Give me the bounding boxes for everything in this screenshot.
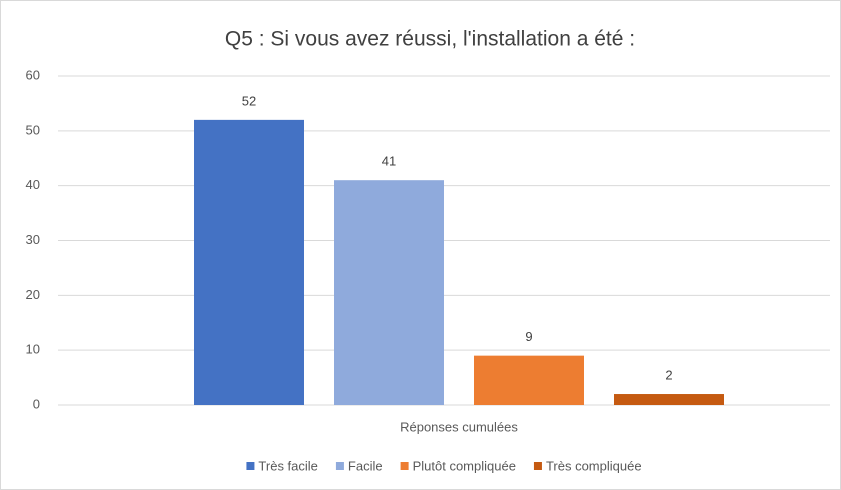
legend-label: Très facile [258, 458, 317, 473]
legend-swatch [335, 462, 344, 470]
legend-swatch [400, 462, 409, 470]
y-tick-label: 40 [26, 177, 40, 192]
y-tick-label: 10 [26, 342, 40, 357]
y-tick-label: 30 [26, 232, 40, 247]
y-tick-label: 60 [26, 67, 40, 82]
bar [194, 119, 304, 405]
bar [334, 180, 444, 405]
legend-swatch [533, 462, 542, 470]
bar [474, 355, 584, 405]
data-label: 2 [665, 367, 672, 382]
y-tick-label: 50 [26, 122, 40, 137]
legend-label: Très compliquée [546, 458, 642, 473]
legend-label: Facile [348, 458, 383, 473]
data-label: 9 [525, 329, 532, 344]
x-tick-label: Réponses cumulées [400, 419, 518, 434]
y-tick-label: 20 [26, 287, 40, 302]
chart-title: Q5 : Si vous avez réussi, l'installation… [225, 28, 635, 51]
bar [614, 394, 724, 405]
data-label: 41 [382, 154, 396, 169]
legend-label: Plutôt compliquée [413, 458, 516, 473]
data-label: 52 [242, 93, 256, 108]
y-tick-label: 0 [33, 396, 40, 411]
legend-swatch [246, 462, 255, 470]
